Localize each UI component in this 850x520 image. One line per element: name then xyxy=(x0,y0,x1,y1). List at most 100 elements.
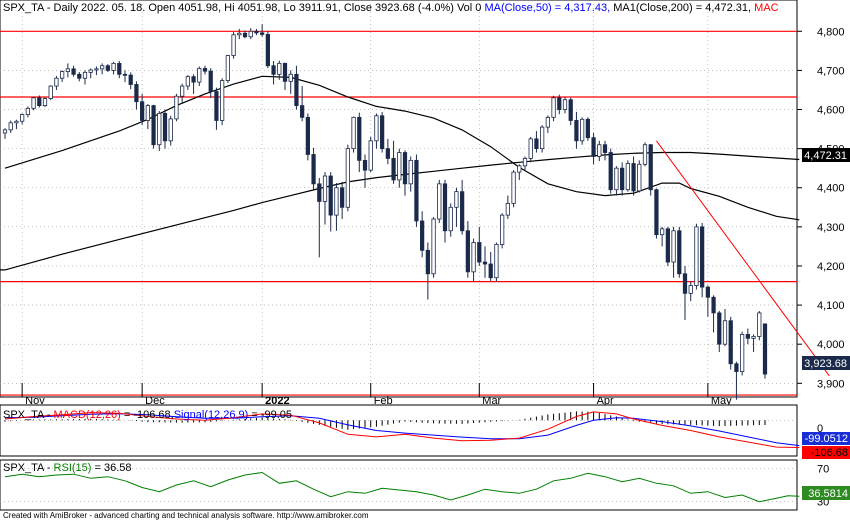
candle-up xyxy=(42,98,48,107)
candle-down xyxy=(460,191,465,232)
candle-down xyxy=(242,32,248,38)
candle-up xyxy=(454,191,459,208)
macd-symbol: SPX_TA - xyxy=(3,409,54,421)
signal-label: Signal(12,26,9) xyxy=(174,409,249,421)
macd-badge-text: -106.68 xyxy=(811,447,848,459)
candle-down xyxy=(282,62,288,82)
close-badge-text: 3,923.68 xyxy=(804,358,847,370)
candle-up xyxy=(288,73,293,82)
candle-up xyxy=(437,183,442,220)
candle-down xyxy=(71,68,76,75)
candle-up xyxy=(100,65,105,70)
candle-down xyxy=(151,105,156,146)
macd-zero-label: 0 xyxy=(817,423,823,435)
candle-up xyxy=(168,118,173,142)
date-tick-label: Dec xyxy=(145,395,165,407)
candle-down xyxy=(254,30,259,34)
candle-down xyxy=(631,163,636,192)
candle-down xyxy=(385,148,390,159)
price-tick-label: 4,800 xyxy=(817,26,845,38)
candle-up xyxy=(248,30,253,38)
candle-up xyxy=(25,107,30,116)
candle-up xyxy=(322,175,328,202)
candle-down xyxy=(265,34,270,67)
candle-up xyxy=(545,116,550,128)
candle-down xyxy=(465,230,470,273)
trendline xyxy=(656,140,830,377)
date-tick-label: 2022 xyxy=(265,395,289,407)
candle-down xyxy=(602,144,608,153)
macd-pane-frame xyxy=(0,404,798,457)
candle-down xyxy=(311,154,316,185)
candle-up xyxy=(225,55,230,81)
candle-down xyxy=(202,68,208,72)
candle-down xyxy=(300,105,305,118)
candle-up xyxy=(48,85,53,99)
header-ma200: MA1(Close,200) = 4,472.31, xyxy=(610,2,751,14)
candle-up xyxy=(671,230,676,263)
footer-credit: Created with AmiBroker - advanced charti… xyxy=(3,511,369,520)
candle-down xyxy=(728,320,733,365)
price-tick-label: 4,200 xyxy=(817,261,845,273)
macd-pane: SPX_TA - MACD(12,26) = -106.68,Signal(12… xyxy=(0,404,850,459)
candle-down xyxy=(105,65,110,71)
price-tick-label: 4,400 xyxy=(817,183,845,195)
macd-histogram xyxy=(0,411,797,430)
candle-up xyxy=(637,163,642,192)
candle-down xyxy=(700,226,705,288)
date-axis: Nov Dec 2022 Feb Mar Apr May xyxy=(21,383,732,407)
ma200-badge-text: 4,472.31 xyxy=(804,150,847,162)
candle-down xyxy=(425,249,430,275)
candle-down xyxy=(162,113,168,142)
downtrend-line xyxy=(656,140,830,377)
candle-down xyxy=(677,230,682,275)
rsi-badge: 36.5814 xyxy=(802,486,850,500)
candle-up xyxy=(20,114,25,122)
candle-up xyxy=(397,152,402,181)
candle-down xyxy=(122,73,128,76)
candle-down xyxy=(191,76,196,83)
ma50-line xyxy=(4,75,800,221)
candle-up xyxy=(625,163,630,191)
date-tick-label: Mar xyxy=(482,395,501,407)
candle-down xyxy=(534,138,539,150)
candle-up xyxy=(448,206,453,232)
candle-up xyxy=(551,97,556,118)
candle-down xyxy=(557,97,562,110)
candle-down xyxy=(294,73,299,107)
candle-up xyxy=(368,140,373,171)
price-axis: 3,9004,0004,1004,2004,3004,4004,5004,600… xyxy=(797,26,845,390)
candle-down xyxy=(260,32,265,35)
candle-up xyxy=(740,334,745,372)
candle-down xyxy=(482,261,488,265)
candle-down xyxy=(711,296,716,314)
header-symbol: SPX_TA xyxy=(3,2,45,14)
candle-up xyxy=(185,76,190,87)
candle-down xyxy=(402,152,408,185)
candle-down xyxy=(128,74,133,85)
candle-down xyxy=(420,220,425,251)
candle-up xyxy=(722,320,728,345)
candle-up xyxy=(614,167,619,191)
candle-down xyxy=(654,189,659,236)
candle-down xyxy=(305,116,310,155)
candle-down xyxy=(208,70,213,92)
candle-up xyxy=(82,71,88,79)
macd-label: MACD(12,26) xyxy=(54,409,121,421)
price-header: SPX_TA - Daily 2022. 05. 18. Open 4051.9… xyxy=(3,2,779,14)
candle-up xyxy=(14,120,19,124)
price-tick-label: 4,700 xyxy=(817,65,845,77)
candle-up xyxy=(231,34,236,56)
signal-value: = -99.05 xyxy=(248,409,292,421)
rsi-badge-text: 36.5814 xyxy=(808,488,848,500)
candle-down xyxy=(328,175,333,216)
candle-up xyxy=(528,138,533,159)
candle-up xyxy=(88,69,93,73)
candle-up xyxy=(562,99,568,110)
candle-up xyxy=(511,171,516,204)
macd-header: SPX_TA - MACD(12,26) = -106.68,Signal(12… xyxy=(3,409,292,421)
candle-down xyxy=(665,228,670,263)
signal-line xyxy=(4,413,800,447)
candle-down xyxy=(442,183,448,232)
